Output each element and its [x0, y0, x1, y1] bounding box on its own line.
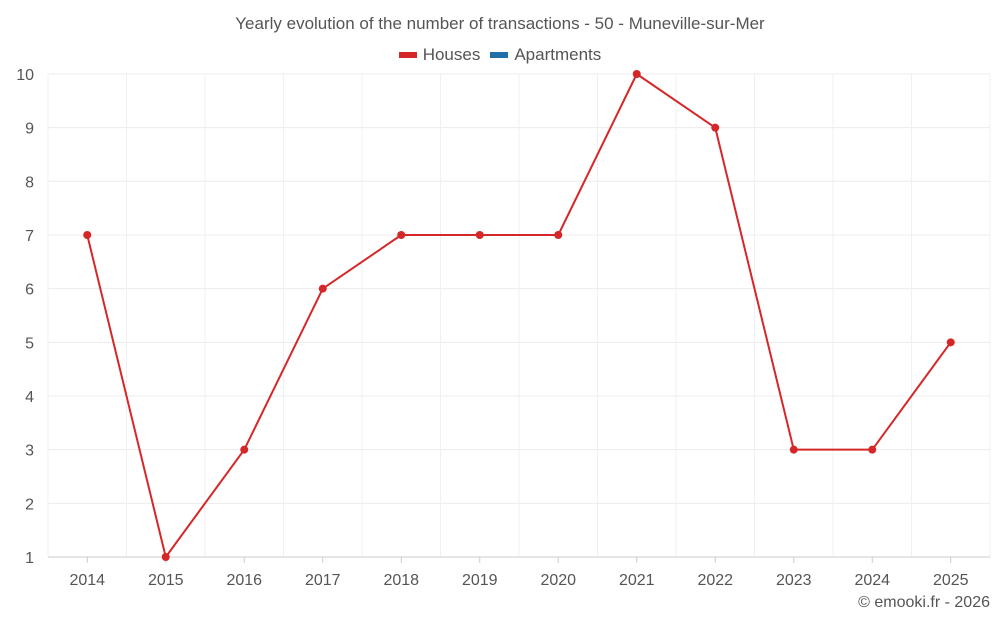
data-point-houses[interactable] — [83, 231, 92, 239]
data-point-houses[interactable] — [475, 231, 484, 239]
legend-item-apartments[interactable]: Apartments — [490, 45, 601, 65]
x-tick-label: 2016 — [226, 572, 262, 589]
data-point-houses[interactable] — [789, 445, 798, 454]
y-tick-label: 3 — [25, 443, 34, 460]
grid-layer — [47, 73, 991, 557]
x-tick-label: 2023 — [776, 572, 812, 589]
data-point-houses[interactable] — [554, 231, 563, 239]
y-tick-label: 5 — [25, 335, 34, 352]
y-tick-label: 8 — [25, 174, 34, 191]
y-tick-label: 4 — [25, 389, 34, 406]
legend-label-houses: Houses — [422, 45, 481, 64]
data-point-houses[interactable] — [632, 70, 641, 78]
x-tick-label: 2014 — [69, 572, 105, 589]
data-point-houses[interactable] — [868, 445, 877, 454]
y-tick-label: 7 — [25, 228, 34, 245]
credit-text: © emooki.fr - 2026 — [858, 594, 990, 611]
axis-layer: 1 2 3 4 5 6 7 8 9 10 2014 2015 2016 2017 2018 2019 2020 2… — [16, 67, 990, 589]
legend-label-apartments: Apartments — [514, 45, 602, 64]
x-tick-label: 2018 — [383, 572, 419, 589]
y-tick-label: 6 — [25, 282, 34, 299]
legend-swatch-apartments — [490, 52, 509, 58]
y-tick-label: 1 — [25, 550, 34, 567]
chart-title: Yearly evolution of the number of transa… — [235, 14, 765, 33]
data-point-houses[interactable] — [318, 284, 327, 293]
y-tick-label: 2 — [25, 496, 34, 513]
x-tick-label: 2015 — [148, 572, 184, 589]
legend-swatch-houses — [398, 52, 417, 58]
x-tick-label: 2024 — [854, 572, 890, 589]
data-point-houses[interactable] — [161, 553, 170, 561]
series-line-houses — [86, 73, 952, 558]
data-point-houses[interactable] — [946, 338, 955, 347]
data-point-houses[interactable] — [711, 123, 720, 132]
y-tick-label: 9 — [25, 121, 34, 138]
legend: Houses Apartments — [0, 45, 1000, 65]
series-layer — [83, 70, 955, 561]
data-point-houses[interactable] — [240, 445, 249, 454]
x-tick-label: 2017 — [305, 572, 341, 589]
x-tick-label: 2022 — [697, 572, 733, 589]
data-point-houses[interactable] — [397, 231, 406, 239]
x-tick-label: 2025 — [933, 572, 969, 589]
legend-item-houses[interactable]: Houses — [398, 45, 481, 65]
y-tick-label: 10 — [16, 67, 34, 84]
x-tick-label: 2019 — [462, 572, 498, 589]
x-tick-label: 2021 — [619, 572, 655, 589]
x-tick-label: 2020 — [540, 572, 576, 589]
